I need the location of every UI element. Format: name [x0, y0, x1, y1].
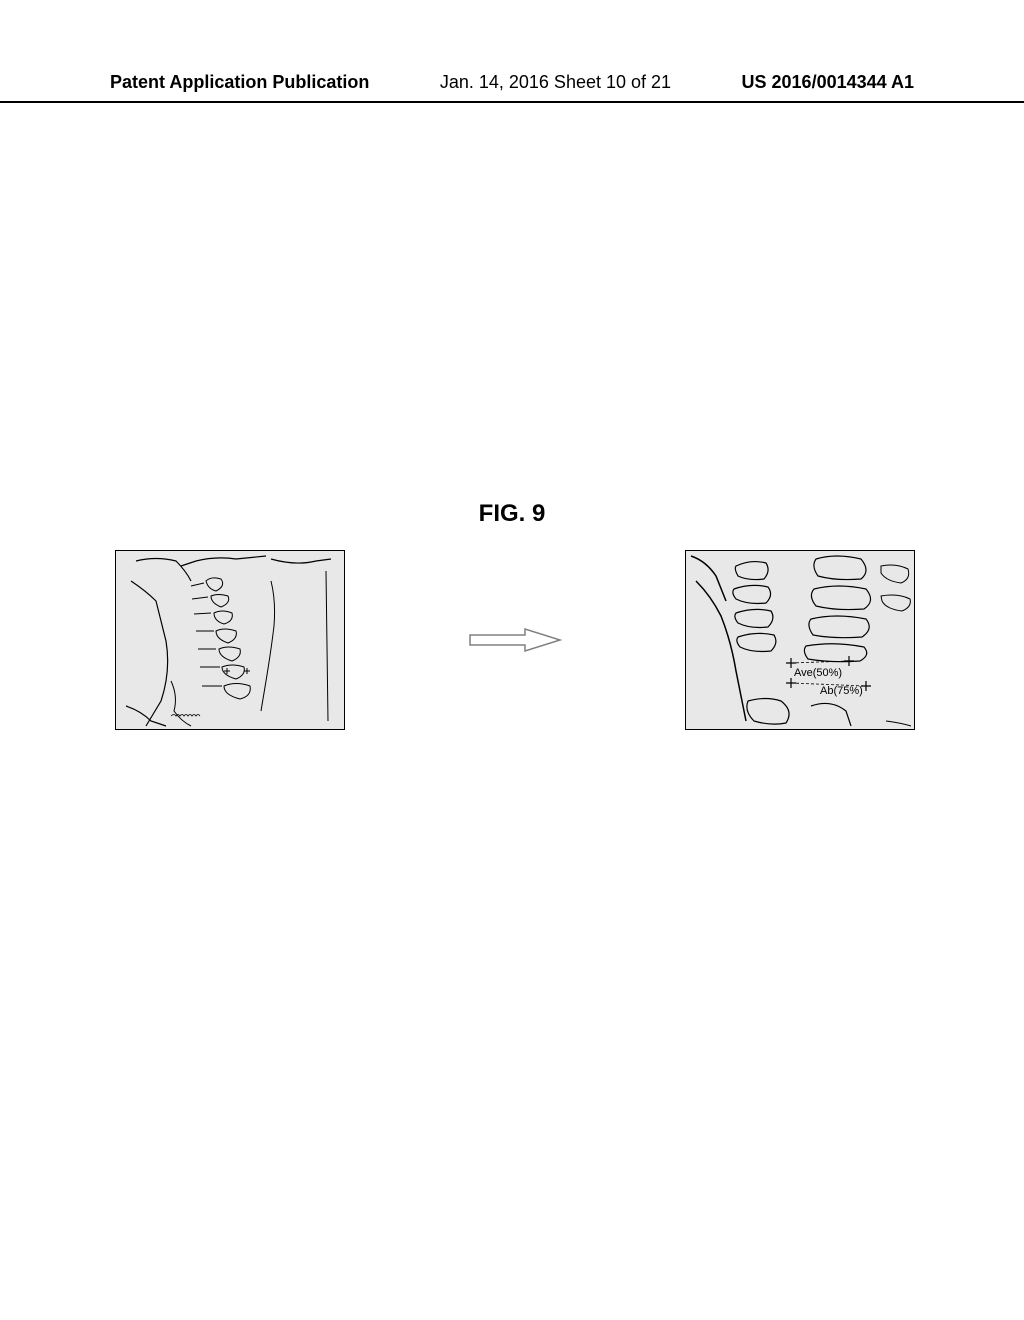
header-publication-label: Patent Application Publication	[110, 72, 369, 93]
right-spine-image: Ave(50%) Ab(75%)	[685, 550, 915, 730]
ab-annotation: Ab(75%)	[820, 685, 863, 697]
arrow-container	[455, 620, 575, 660]
spine-enlarged-svg	[686, 551, 915, 730]
arrow-icon	[465, 625, 565, 655]
left-spine-image	[115, 550, 345, 730]
figure-title: FIG. 9	[479, 500, 546, 528]
ave-annotation: Ave(50%)	[794, 667, 842, 679]
header-patent-number: US 2016/0014344 A1	[742, 72, 914, 93]
header-date-sheet: Jan. 14, 2016 Sheet 10 of 21	[440, 72, 671, 93]
figure-container: Ave(50%) Ab(75%)	[115, 540, 915, 740]
page-header: Patent Application Publication Jan. 14, …	[0, 72, 1024, 103]
spine-original-svg	[116, 551, 345, 730]
